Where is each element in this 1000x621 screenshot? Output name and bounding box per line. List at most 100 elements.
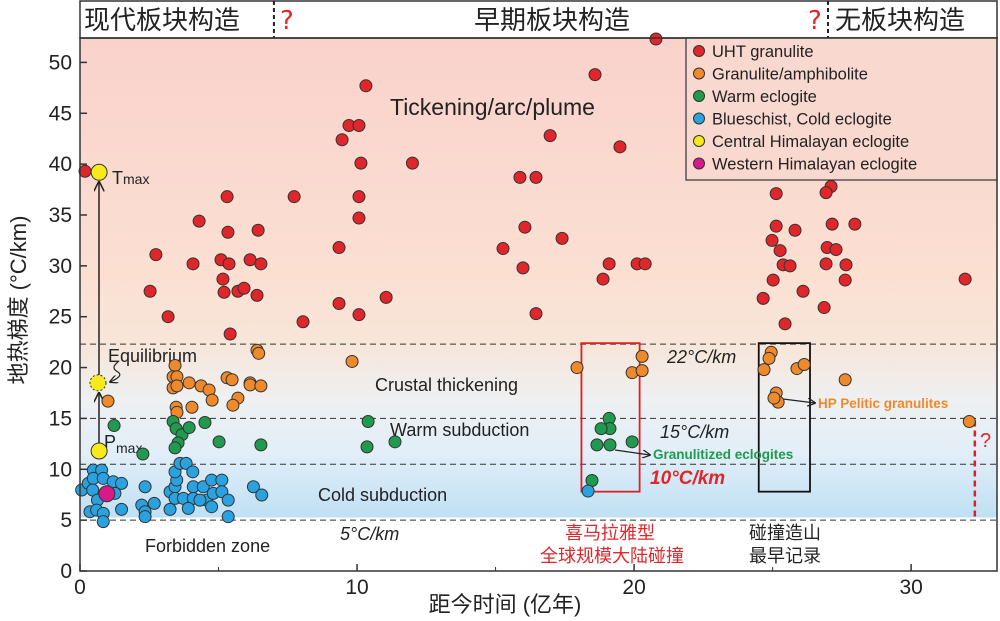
data-point-warm-eclogite xyxy=(361,414,375,428)
data-point-blueschist-cold-eclogite xyxy=(215,473,229,487)
legend-label: Granulite/amphibolite xyxy=(712,66,868,84)
zone-label-crustal: Crustal thickening xyxy=(375,375,518,395)
himalayan-type-box xyxy=(580,342,641,493)
legend-marker xyxy=(693,45,705,57)
x-tick-label: 10 xyxy=(345,576,368,599)
zone-label-forbidden: Forbidden zone xyxy=(145,536,270,556)
data-point-uht-granulite xyxy=(352,308,366,322)
data-point-uht-granulite xyxy=(817,301,831,315)
y-tick-label: 15 xyxy=(49,407,72,430)
hp-pelitic-label: HP Pelitic granulites xyxy=(818,396,948,411)
himalayan-type-label-1: 喜马拉雅型 xyxy=(565,523,655,544)
x-tick-label: 20 xyxy=(622,576,645,599)
data-point-granulite-amphibolite xyxy=(182,376,196,390)
earliest-collision-label-2: 最早记录 xyxy=(749,546,821,567)
data-point-uht-granulite xyxy=(839,258,853,272)
data-point-warm-eclogite xyxy=(136,447,150,461)
data-point-blueschist-cold-eclogite xyxy=(255,488,269,502)
legend-marker xyxy=(693,67,705,80)
data-point-blueschist-cold-eclogite xyxy=(581,484,595,498)
data-point-granulite-amphibolite xyxy=(205,393,219,407)
header-question-1: ? xyxy=(280,6,294,36)
data-point-granulite-amphibolite xyxy=(757,363,771,377)
data-point-uht-granulite xyxy=(149,248,163,262)
data-point-uht-granulite xyxy=(838,273,852,287)
data-point-blueschist-cold-eclogite xyxy=(221,493,235,507)
data-point-granulite-amphibolite xyxy=(762,351,776,365)
legend-marker xyxy=(693,157,705,170)
data-point-uht-granulite xyxy=(588,68,602,82)
data-point-uht-granulite xyxy=(516,261,530,275)
data-point-granulite-amphibolite xyxy=(243,378,257,392)
data-point-granulite-amphibolite xyxy=(767,391,781,405)
data-point-uht-granulite xyxy=(613,140,627,154)
data-point-uht-granulite xyxy=(829,243,843,257)
data-point-uht-granulite xyxy=(529,307,543,321)
data-point-uht-granulite xyxy=(354,156,368,170)
data-point-uht-granulite xyxy=(243,253,257,267)
legend-marker xyxy=(693,90,705,102)
header-dividers xyxy=(272,1,830,38)
y-axis-label: 地热梯度 (°C/km) xyxy=(6,216,31,385)
granulitized-arrow xyxy=(614,449,650,455)
data-point-uht-granulite xyxy=(237,281,251,295)
y-tick-label: 5 xyxy=(60,509,72,532)
data-point-warm-eclogite xyxy=(590,438,604,452)
data-point-uht-granulite xyxy=(217,285,231,299)
data-point-granulite-amphibolite xyxy=(570,361,584,375)
data-point-blueschist-cold-eclogite xyxy=(186,465,200,479)
zone-label-plume: Tickening/arc/plume xyxy=(390,94,595,120)
data-points xyxy=(75,32,976,529)
data-point-blueschist-cold-eclogite xyxy=(163,502,177,516)
equilibrium-squiggle-arrow xyxy=(110,361,121,382)
data-point-granulite-amphibolite xyxy=(170,379,184,393)
data-point-uht-granulite xyxy=(518,220,532,234)
plot-frame xyxy=(79,37,998,572)
data-point-uht-granulite xyxy=(186,257,200,271)
data-point-granulite-amphibolite xyxy=(345,354,359,368)
data-point-granulite-amphibolite xyxy=(225,373,239,387)
data-point-warm-eclogite xyxy=(198,415,212,429)
data-point-uht-granulite xyxy=(221,225,235,239)
data-point-blueschist-cold-eclogite xyxy=(96,515,110,529)
question-mark-right: ? xyxy=(980,430,991,452)
data-point-uht-granulite xyxy=(251,223,265,237)
legend-label: Warm eclogite xyxy=(712,88,817,106)
data-point-uht-granulite xyxy=(958,272,972,286)
data-point-uht-granulite xyxy=(287,190,301,204)
tmax-label: Tmax xyxy=(112,168,149,188)
data-point-uht-granulite xyxy=(788,223,802,237)
data-point-granulite-amphibolite xyxy=(797,358,811,372)
y-tick-label: 10 xyxy=(49,458,72,481)
data-point-warm-eclogite xyxy=(168,441,182,455)
zone-label-warm: Warm subduction xyxy=(390,420,529,440)
header-no-plate-tectonics: 无板块构造 xyxy=(835,6,965,36)
y-tick-label: 25 xyxy=(49,306,72,329)
data-point-uht-granulite xyxy=(192,214,206,228)
y-tick-label: 0 xyxy=(60,560,72,583)
zone-label-cold: Cold subduction xyxy=(318,485,447,505)
data-point-uht-granulite xyxy=(529,170,543,184)
data-point-granulite-amphibolite xyxy=(254,379,268,393)
data-point-uht-granulite xyxy=(773,244,787,258)
data-point-warm-eclogite xyxy=(360,440,374,454)
data-point-warm-eclogite xyxy=(388,435,402,449)
data-point-uht-granulite xyxy=(405,156,419,170)
header-band xyxy=(79,0,998,39)
data-point-uht-granulite xyxy=(819,257,833,271)
y-tick-label: 35 xyxy=(49,204,72,227)
gradient-label-5: 5°C/km xyxy=(340,524,399,544)
data-point-blueschist-cold-eclogite xyxy=(179,456,193,470)
himalayan-type-label-2: 全球规模大陆碰撞 xyxy=(540,546,684,567)
data-point-uht-granulite xyxy=(513,170,527,184)
x-axis-label: 距今时间 (亿年) xyxy=(429,592,582,617)
data-point-uht-granulite xyxy=(223,327,237,341)
pmax-label: Pmax xyxy=(104,432,142,456)
data-point-granulite-amphibolite xyxy=(635,364,649,378)
data-point-blueschist-cold-eclogite xyxy=(147,496,161,510)
highlight-boxes xyxy=(580,342,977,521)
data-point-uht-granulite xyxy=(638,257,652,271)
data-point-uht-granulite xyxy=(222,257,236,271)
data-point-granulite-amphibolite xyxy=(962,414,976,428)
data-point-uht-granulite xyxy=(352,211,366,225)
